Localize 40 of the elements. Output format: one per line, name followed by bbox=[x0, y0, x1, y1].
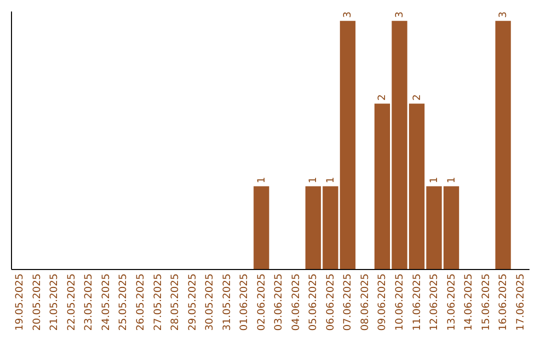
x-tick-label: 20.05.2025 bbox=[32, 274, 43, 331]
x-tick-label: 11.06.2025 bbox=[412, 274, 423, 331]
x-tick-label: 21.05.2025 bbox=[49, 274, 60, 331]
x-tick-label: 25.05.2025 bbox=[118, 274, 130, 331]
data-label: 3 bbox=[394, 12, 406, 18]
data-label: 1 bbox=[308, 176, 320, 184]
x-tick-label: 10.06.2025 bbox=[394, 274, 406, 331]
data-label: 1 bbox=[446, 176, 458, 184]
x-tick-label: 05.06.2025 bbox=[308, 274, 320, 331]
x-tick-label: 04.06.2025 bbox=[290, 274, 302, 331]
data-label: 1 bbox=[325, 176, 336, 184]
x-tick-label: 02.06.2025 bbox=[256, 274, 268, 331]
x-tick-label: 13.06.2025 bbox=[446, 274, 458, 331]
x-tick-label: 09.06.2025 bbox=[377, 274, 388, 331]
data-label: 1 bbox=[256, 176, 268, 184]
x-tick-label: 28.05.2025 bbox=[170, 274, 182, 331]
x-tick-label: 26.05.2025 bbox=[136, 274, 146, 331]
x-tick-label: 01.06.2025 bbox=[239, 274, 250, 331]
x-tick-label: 07.06.2025 bbox=[342, 274, 354, 331]
x-tick-label: 30.05.2025 bbox=[204, 274, 216, 331]
x-tick-label: 03.06.2025 bbox=[274, 274, 285, 331]
x-tick-label: 29.05.2025 bbox=[187, 274, 198, 331]
x-tick-label: 12.06.2025 bbox=[429, 274, 440, 331]
data-label: 1 bbox=[429, 176, 440, 184]
x-tick-label: 15.06.2025 bbox=[480, 274, 492, 331]
x-tick-label: 27.05.2025 bbox=[152, 274, 164, 331]
x-tick-label: 17.06.2025 bbox=[515, 274, 526, 331]
x-tick-label: 19.05.2025 bbox=[14, 274, 26, 331]
x-tick-label: 06.06.2025 bbox=[325, 274, 336, 331]
x-tick-label: 16.06.2025 bbox=[498, 274, 510, 331]
x-tick-label: 22.05.2025 bbox=[66, 274, 78, 331]
data-label: 3 bbox=[342, 12, 354, 18]
x-tick-label: 08.06.2025 bbox=[360, 274, 371, 331]
data-label: 2 bbox=[377, 94, 388, 101]
x-tick-label: 14.06.2025 bbox=[464, 274, 475, 331]
x-tick-label: 23.05.2025 bbox=[84, 274, 95, 331]
x-tick-label: 31.05.2025 bbox=[222, 274, 233, 331]
x-tick-label: 24.05.2025 bbox=[100, 274, 112, 331]
data-label: 3 bbox=[498, 12, 510, 18]
data-label: 2 bbox=[412, 94, 423, 101]
